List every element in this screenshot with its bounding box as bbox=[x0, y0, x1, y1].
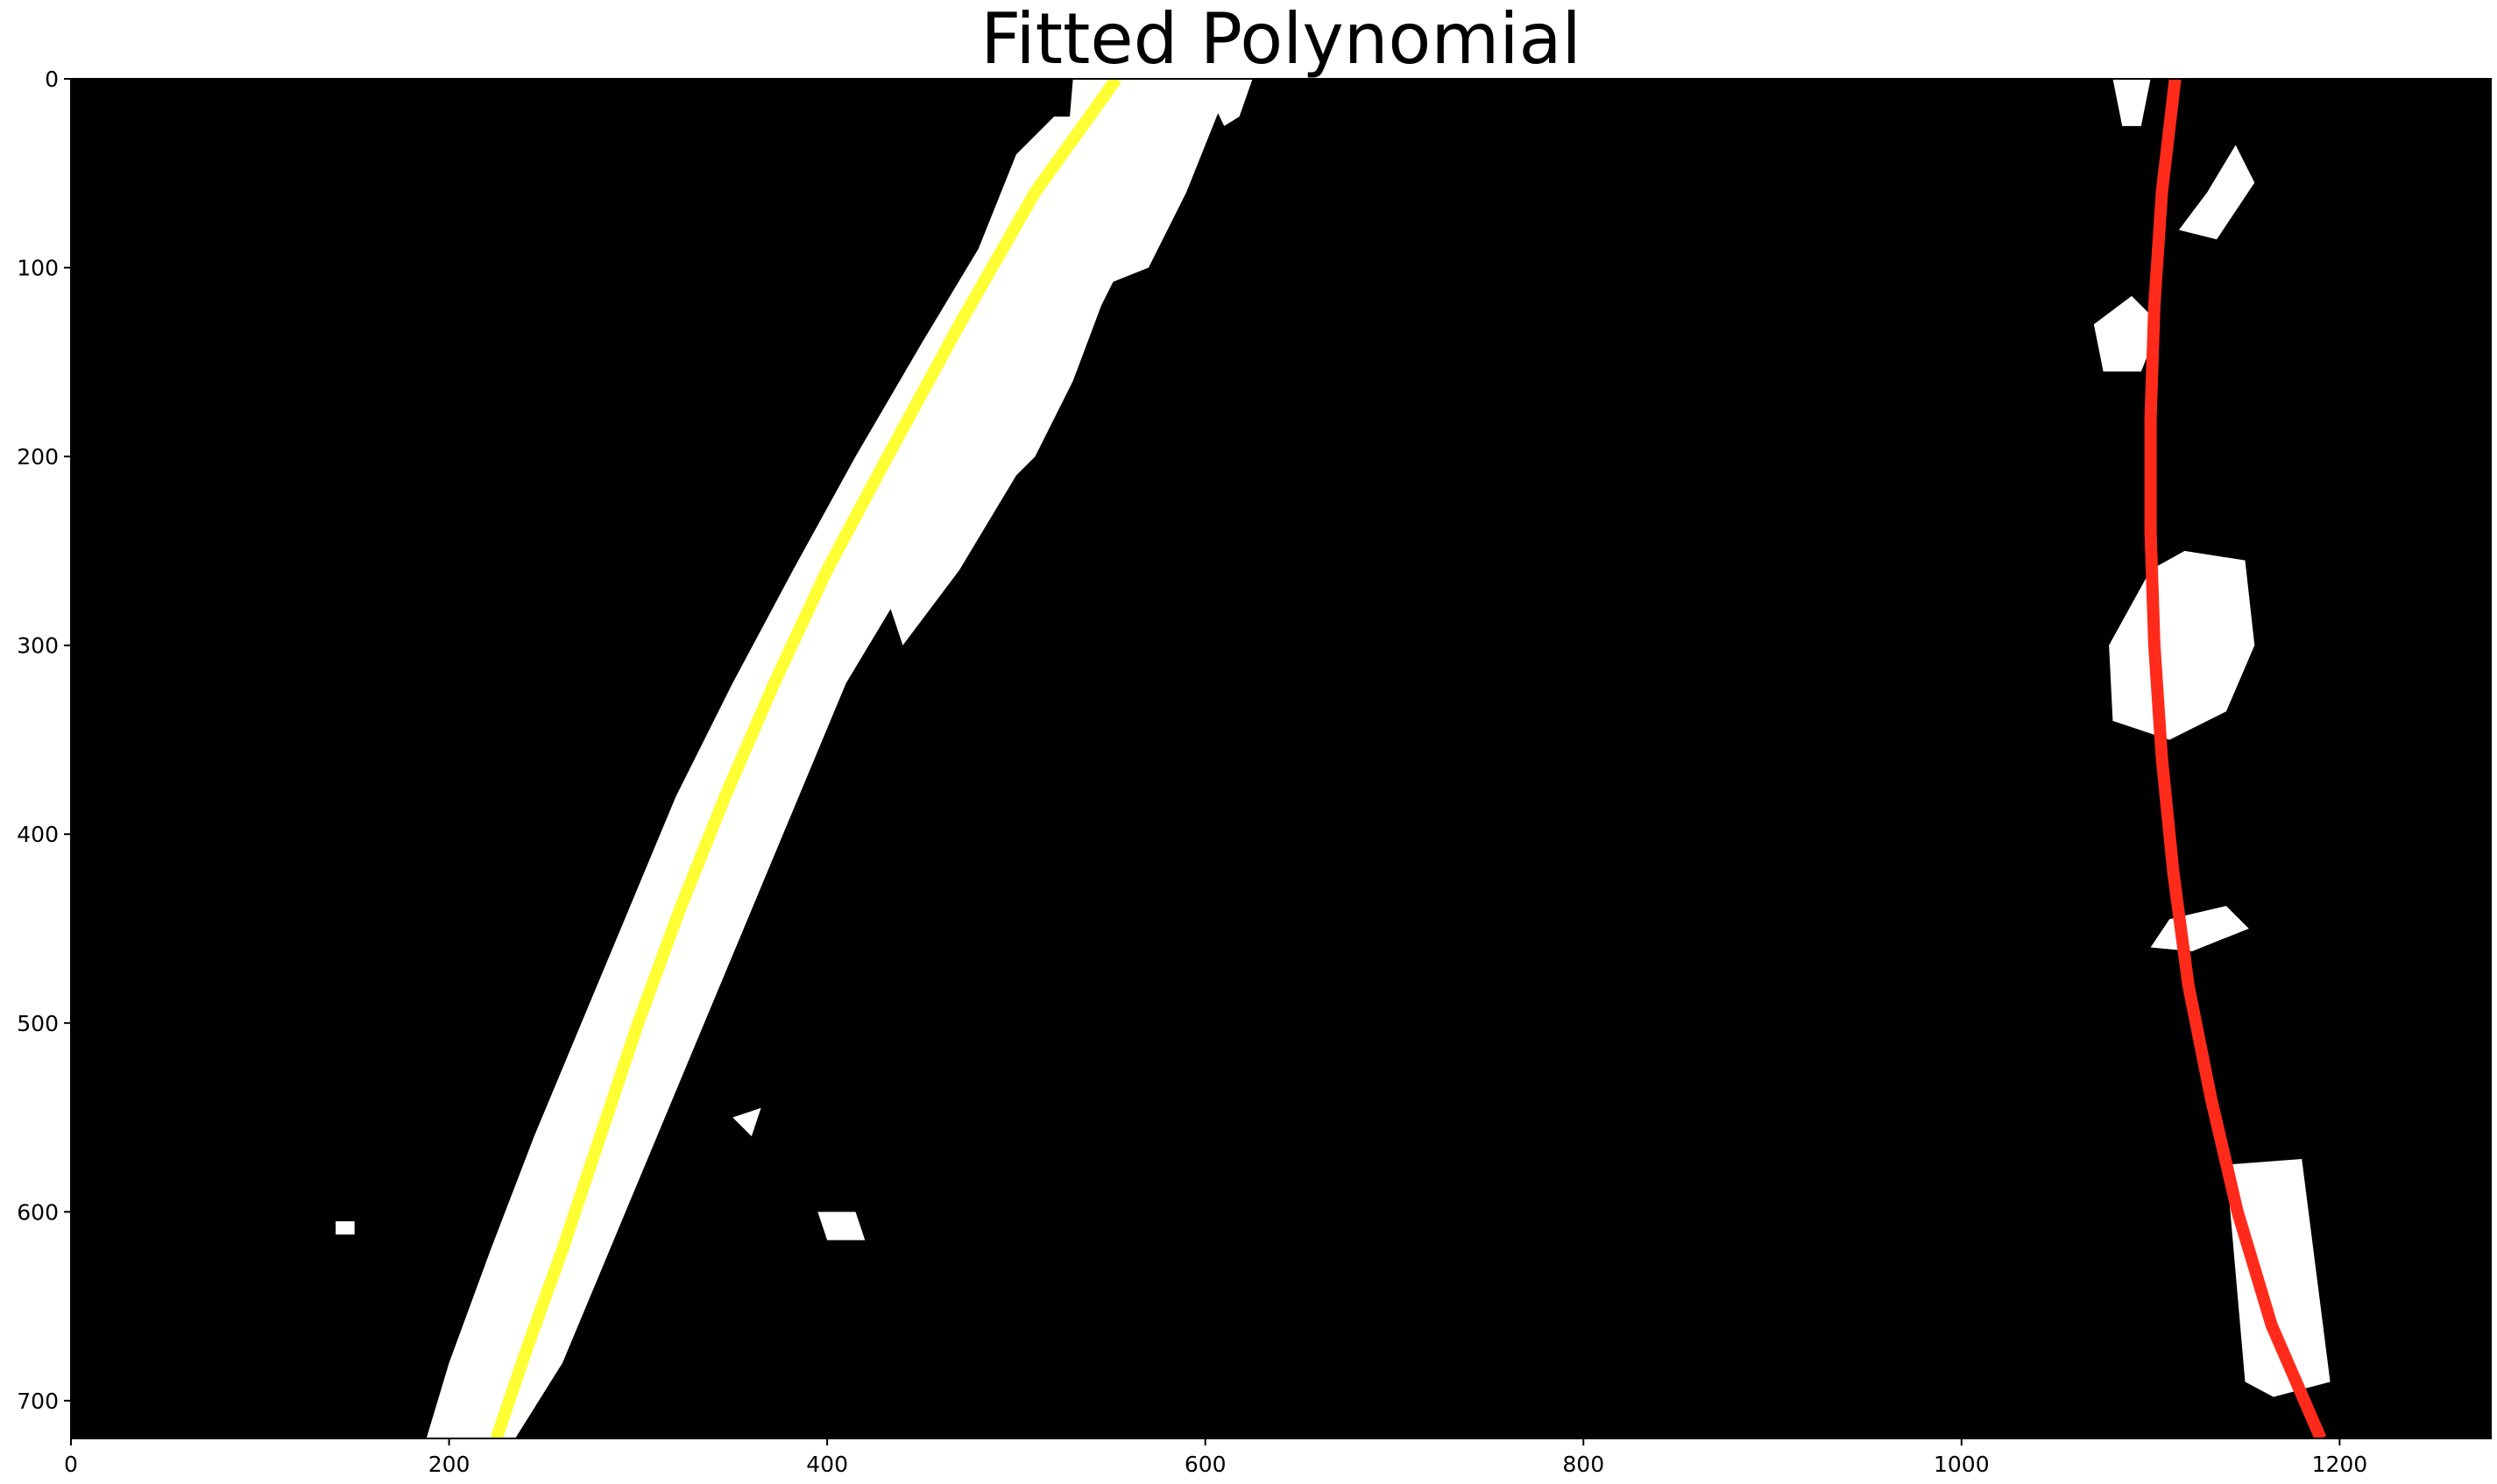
y-tick-label: 500 bbox=[17, 1011, 59, 1036]
plot-frame bbox=[70, 78, 2492, 1439]
x-tick-label: 600 bbox=[1185, 1452, 1227, 1477]
y-tick-label: 400 bbox=[17, 822, 59, 847]
fitted-line-0 bbox=[490, 79, 1121, 1438]
plot-background bbox=[71, 79, 2491, 1438]
lane-pixel-mask bbox=[336, 79, 2331, 1438]
lane-pixel-blob-10 bbox=[817, 1212, 866, 1240]
x-axis: 0 200 400 600 800 1000 1200 bbox=[64, 1438, 2367, 1477]
y-tick-label: 200 bbox=[17, 444, 59, 470]
lane-pixel-blob-6 bbox=[2093, 295, 2161, 372]
y-tick-label: 300 bbox=[17, 633, 59, 659]
fitted-lines bbox=[490, 79, 2327, 1438]
lane-pixel-blob-9 bbox=[2225, 1158, 2331, 1397]
x-tick-label: 200 bbox=[428, 1452, 470, 1477]
lane-pixel-blob-12 bbox=[336, 1221, 355, 1235]
y-tick-label: 700 bbox=[17, 1389, 59, 1414]
lane-pixel-blob-11 bbox=[732, 1107, 761, 1137]
lane-pixel-blob-5 bbox=[2178, 145, 2255, 240]
y-axis: 0 100 200 300 400 500 600 700 bbox=[17, 67, 71, 1414]
x-tick-label: 1000 bbox=[1934, 1452, 1990, 1477]
lane-pixel-blob-4 bbox=[2112, 79, 2151, 126]
lane-pixel-blob-7 bbox=[2109, 550, 2255, 740]
x-tick-label: 400 bbox=[806, 1452, 848, 1477]
lane-pixel-blob-2 bbox=[1101, 97, 1225, 287]
x-tick-label: 0 bbox=[64, 1452, 78, 1477]
y-tick-label: 600 bbox=[17, 1199, 59, 1225]
fitted-line-1 bbox=[2144, 79, 2327, 1438]
x-tick-label: 800 bbox=[1562, 1452, 1604, 1477]
y-tick-label: 0 bbox=[45, 67, 59, 92]
lane-pixel-blob-8 bbox=[2150, 906, 2249, 951]
x-tick-label: 1200 bbox=[2312, 1452, 2368, 1477]
lane-pixel-blob-1 bbox=[883, 79, 1234, 646]
lane-pixel-blob-3 bbox=[1201, 79, 1253, 126]
y-tick-label: 100 bbox=[17, 256, 59, 281]
lane-pixel-blob-0 bbox=[426, 117, 1130, 1438]
chart-title: Fitted Polynomial bbox=[980, 0, 1581, 80]
